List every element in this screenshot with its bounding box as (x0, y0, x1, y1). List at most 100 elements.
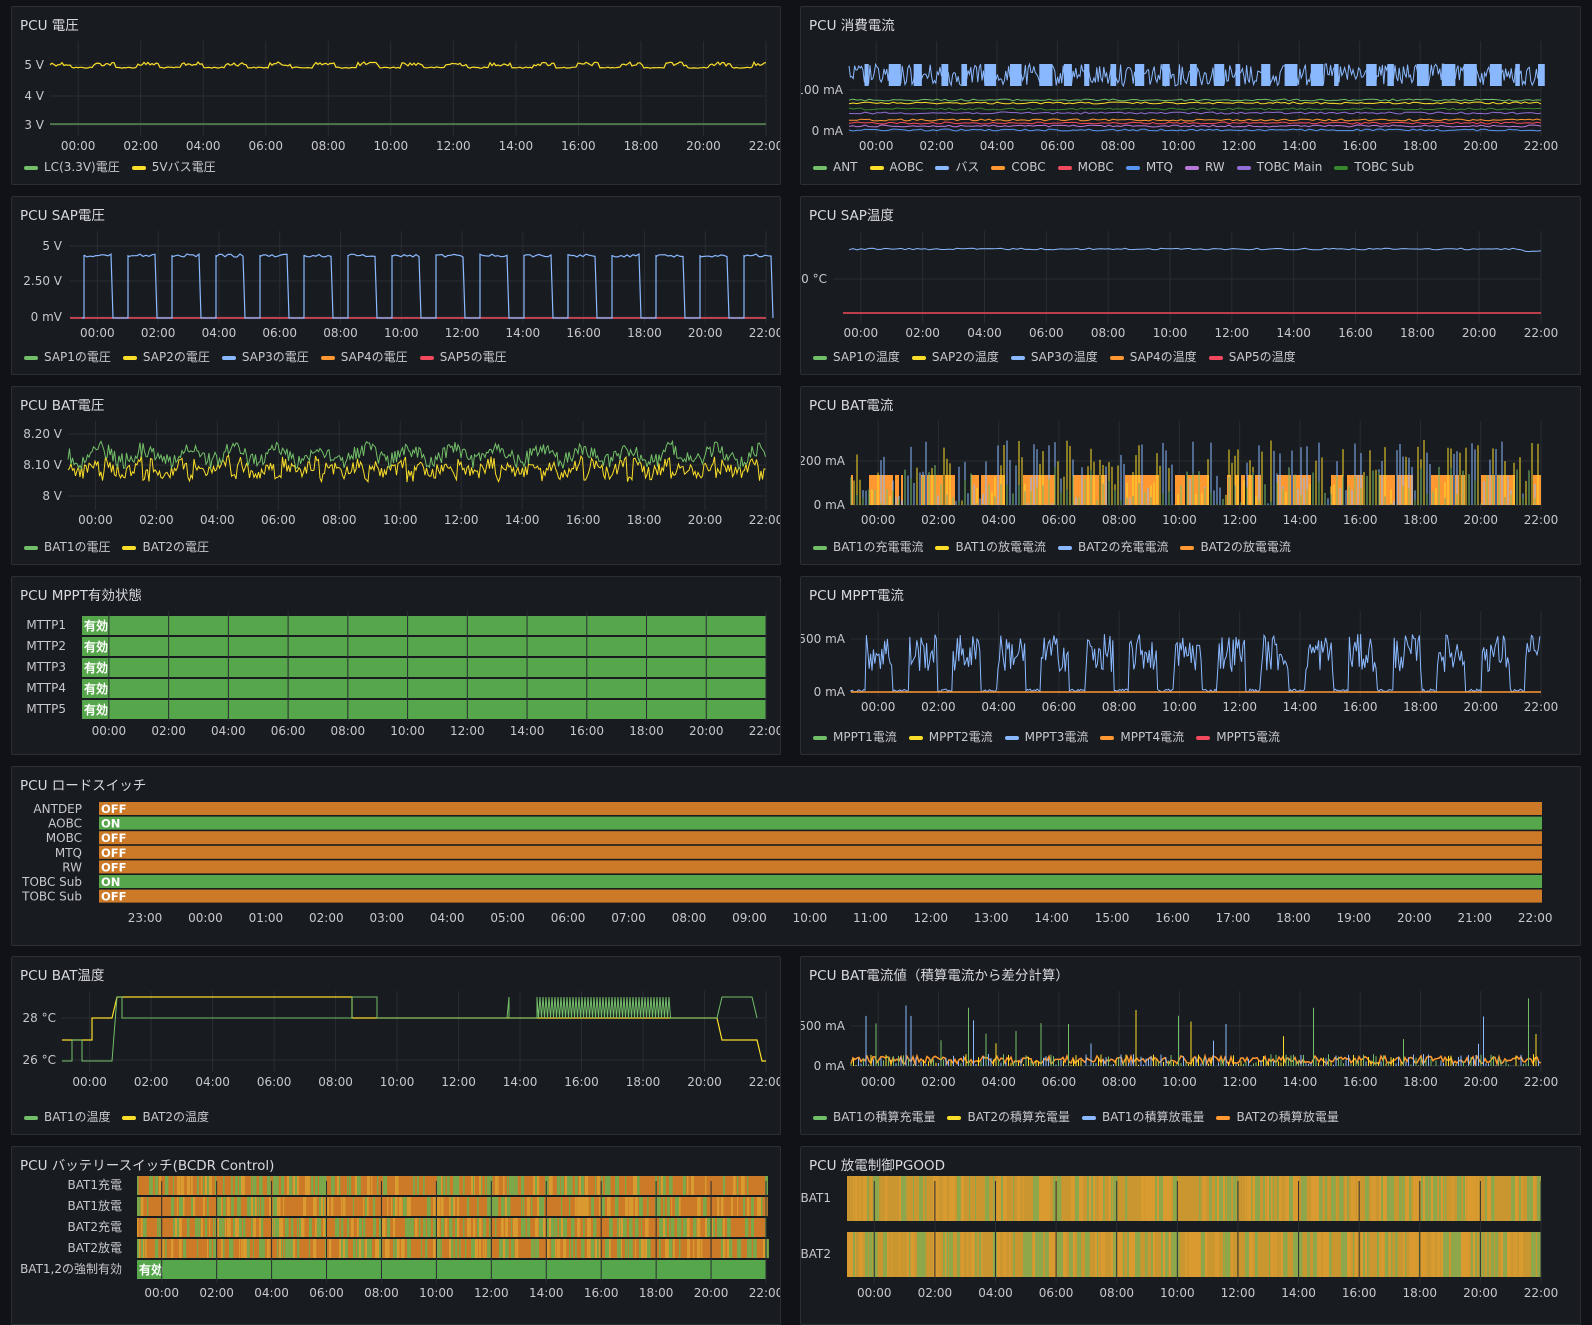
panel-pcu-sap-temp[interactable]: PCU SAP温度 0 °C 00:00 02:00 04:00 06:00 08:00 1… (800, 196, 1581, 375)
state-segment (579, 1197, 583, 1216)
bat2-discharge-current (1301, 475, 1303, 505)
x-tick-label: 22:00 (749, 1075, 781, 1089)
bus-current-burst (1366, 64, 1377, 86)
legend-item[interactable]: MTQ (1125, 160, 1173, 174)
state-segment (1215, 1232, 1220, 1277)
legend-item[interactable]: MPPT4電流 (1100, 728, 1184, 745)
state-segment (309, 1239, 311, 1258)
state-segment (1419, 1176, 1422, 1221)
legend-item[interactable]: BAT1の積算放電量 (1081, 1108, 1204, 1125)
state-segment (697, 1218, 701, 1237)
state-segment (395, 1197, 398, 1216)
legend-item[interactable]: RW (1184, 160, 1225, 174)
state-segment (183, 1239, 187, 1258)
legend-item[interactable]: ANT (813, 160, 858, 174)
legend-item[interactable]: LC(3.3V)電圧 (24, 158, 120, 175)
x-tick-label: 04:00 (254, 1286, 289, 1300)
state-segment (241, 1239, 243, 1258)
legend-item[interactable]: BAT1の積算充電量 (813, 1108, 935, 1125)
legend-item[interactable]: SAP1の電圧 (24, 348, 111, 365)
state-segment (495, 1176, 499, 1195)
legend-item[interactable]: SAP4の温度 (1109, 348, 1197, 365)
panel-pcu-mppt-state[interactable]: PCU MPPT有効状態 MTTP1 有効 MTTP2 有効 MTTP3 有効 MTTP4 有… (11, 576, 781, 755)
state-segment (1515, 1176, 1519, 1221)
state-segment (145, 1218, 147, 1237)
legend-item[interactable]: SAP2の温度 (911, 348, 999, 365)
state-segment (179, 1239, 182, 1258)
legend-item[interactable]: SAP1の温度 (813, 348, 900, 365)
state-segment (1513, 1232, 1515, 1277)
state-segment (385, 1239, 388, 1258)
panel-pcu-battery-switch[interactable]: PCU バッテリースイッチ(BCDR Control) BAT1充電 BAT1放電… (11, 1146, 781, 1325)
state-segment (1385, 1232, 1389, 1277)
panel-pcu-mppt-current[interactable]: PCU MPPT電流 500 mA 0 mA 00:00 02:00 04:00 06:0… (800, 576, 1581, 755)
state-segment (1217, 1176, 1220, 1221)
legend-item[interactable]: BAT1の充電電流 (813, 538, 923, 555)
state-segment (1173, 1176, 1178, 1221)
legend-item[interactable]: MOBC (1057, 160, 1114, 174)
panel-pcu-bat-voltage[interactable]: PCU BAT電圧 8.20 V 8.10 V 8 V 00:00 02:00 04:00… (11, 386, 781, 565)
bat2-discharge-current (1505, 475, 1507, 505)
legend-item[interactable]: MPPT1電流 (813, 728, 897, 745)
x-tick-label: 20:00 (1463, 700, 1498, 714)
legend-item[interactable]: BAT2の積算充電量 (947, 1108, 1070, 1125)
panel-pcu-load-switch[interactable]: PCU ロードスイッチ ANTDEP OFF AOBC ON MOBC OFF MTQ OFF… (11, 766, 1581, 946)
legend-item[interactable]: 5Vバス電圧 (131, 158, 216, 175)
legend-item[interactable]: BAT1の温度 (24, 1108, 110, 1125)
legend-item[interactable]: MPPT2電流 (908, 728, 993, 745)
state-segment (393, 1197, 396, 1216)
legend-item[interactable]: バス (935, 158, 979, 175)
panel-pcu-bat-temp[interactable]: PCU BAT温度 28 °C 26 °C 00:00 02:00 04:00 06:00… (11, 956, 781, 1135)
legend-item[interactable]: SAP5の電圧 (419, 348, 507, 365)
legend-item[interactable]: SAP2の電圧 (122, 348, 210, 365)
bus-current-burst (1284, 64, 1298, 86)
state-segment (457, 1197, 460, 1216)
legend-item[interactable]: SAP4の電圧 (320, 348, 408, 365)
state-segment (1087, 1232, 1089, 1277)
panel-pcu-sap-voltage[interactable]: PCU SAP電圧 5 V 2.50 V 0 mV 00:00 02:00 04:00 06… (11, 196, 781, 375)
bat2-discharge-current (1383, 475, 1385, 505)
legend-item[interactable]: COBC (991, 160, 1046, 174)
state-segment (139, 1239, 141, 1258)
state-segment (1433, 1176, 1438, 1221)
bat2-discharge-current (1143, 475, 1145, 505)
panel-pcu-current[interactable]: PCU 消費電流 100 mA 0 mA 00:00 02:00 04:00 06:00 0… (800, 6, 1581, 185)
legend-item[interactable]: AOBC (869, 160, 923, 174)
legend-item[interactable]: BAT2の積算放電量 (1216, 1108, 1339, 1125)
legend-item[interactable]: BAT2の充電電流 (1057, 538, 1168, 555)
legend-item[interactable]: BAT1の電圧 (24, 538, 110, 555)
state-segment (503, 1176, 505, 1195)
sap-temp-chart: 0 °C 00:00 02:00 04:00 06:00 08:00 10:00 12:00 1… (801, 231, 1558, 340)
row-label: MOBC (46, 831, 82, 845)
state-segment (1269, 1232, 1271, 1277)
legend-item[interactable]: BAT2の電圧 (122, 538, 209, 555)
legend-item[interactable]: SAP3の温度 (1010, 348, 1098, 365)
legend-item[interactable]: TOBC Main (1236, 160, 1322, 174)
y-tick-label: 3 V (24, 118, 44, 132)
legend-item[interactable]: BAT2の放電電流 (1180, 538, 1291, 555)
state-segment (729, 1239, 733, 1258)
legend-item[interactable]: TOBC Sub (1334, 160, 1414, 174)
legend-item[interactable]: SAP3の電圧 (221, 348, 309, 365)
legend-item[interactable]: BAT2の温度 (122, 1108, 209, 1125)
x-tick-label: 01:00 (249, 911, 284, 925)
legend-item[interactable]: SAP5の温度 (1208, 348, 1296, 365)
bat2-discharge-current (1387, 475, 1389, 505)
panel-pcu-pgood[interactable]: PCU 放電制御PGOOD BAT1 BAT2 00:00 02:00 04:00 06:… (800, 1146, 1581, 1325)
state-segment (875, 1232, 878, 1277)
panel-pcu-voltage[interactable]: PCU 電圧 5 V 4 V 3 V 00:00 02:00 04:00 06:00 08:0… (11, 6, 781, 185)
x-tick-label: 10:00 (419, 1286, 454, 1300)
legend-item[interactable]: BAT1の放電電流 (935, 538, 1046, 555)
state-segment (853, 1232, 857, 1277)
panel-pcu-bat-integral-current[interactable]: PCU BAT電流値（積算電流から差分計算） 500 mA 0 mA 00:00 02… (800, 956, 1581, 1135)
legend-item[interactable]: MPPT5電流 (1196, 728, 1280, 745)
sap-voltage-chart: 5 V 2.50 V 0 mV 00:00 02:00 04:00 06:00 08:00 10… (23, 231, 780, 340)
state-segment (1333, 1176, 1336, 1221)
x-tick-label: 14:00 (1283, 700, 1318, 714)
state-segment (1283, 1232, 1288, 1277)
panel-pcu-bat-current[interactable]: PCU BAT電流 200 mA 0 mA 00:00 02:00 04:00 06:00… (800, 386, 1581, 565)
bat2-discharge-current (1397, 475, 1399, 505)
legend-swatch (1196, 735, 1211, 740)
bat2-discharge-current (1299, 475, 1301, 505)
legend-item[interactable]: MPPT3電流 (1004, 728, 1088, 745)
